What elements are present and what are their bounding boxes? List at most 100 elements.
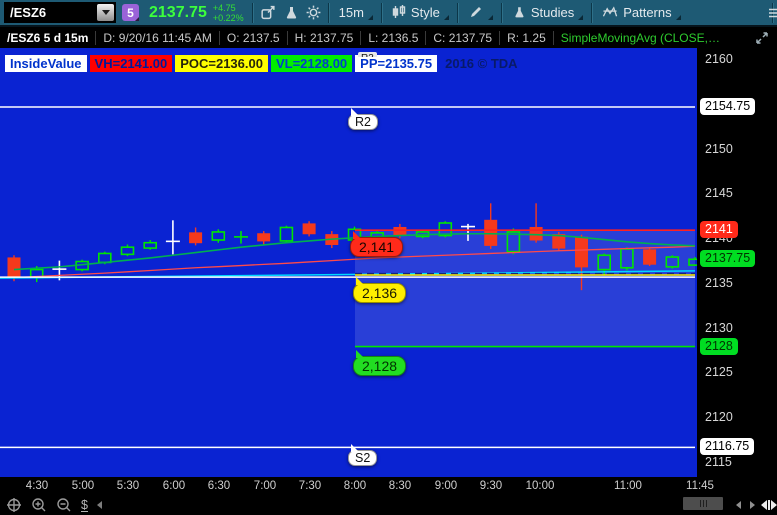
divider (456, 2, 458, 23)
candle-down (529, 226, 543, 241)
candle-down (575, 236, 588, 268)
callout-tail (351, 108, 359, 116)
overlay-badge: POC=2136.00 (175, 55, 268, 72)
candle-up (120, 246, 135, 256)
time-tick: 10:00 (525, 480, 555, 492)
price-callout: 2,141 (350, 231, 404, 257)
style-label: Style (410, 4, 440, 20)
timeframe-label: 15m (338, 4, 364, 20)
partial-level-label: R3 (358, 48, 377, 57)
candle-down (257, 233, 271, 242)
time-tick: 6:00 (162, 480, 186, 492)
last-price: 2137.75 (149, 3, 207, 21)
time-tick: 8:30 (388, 480, 412, 492)
time-tick: 9:00 (434, 480, 458, 492)
time-tick: 5:00 (71, 480, 95, 492)
draw-button[interactable] (464, 2, 495, 23)
grip-icon (703, 500, 704, 507)
ohlc-readout: D: 9/20/16 11:45 AM O: 2137.5 H: 2137.75 L:… (96, 30, 554, 45)
scroll-left-button[interactable] (736, 501, 741, 509)
price-axis[interactable]: 2160 2150 2145 2140 2135 2130 2125 2120 2115 2154… (697, 48, 777, 477)
candle-down (393, 226, 407, 237)
price-tick: 2150 (705, 141, 733, 156)
change-value: +4.75 (212, 2, 236, 13)
studies-button[interactable]: Studies (508, 3, 585, 23)
share-button[interactable] (259, 4, 277, 21)
candlestick-chart-icon (392, 4, 406, 20)
overlay-badge: VH=2141.00 (89, 55, 173, 72)
candle-up (98, 252, 112, 264)
price-axis-badge: 2128 (700, 337, 738, 355)
chevron-down-icon (101, 10, 110, 15)
collapse-panel-button[interactable] (754, 30, 770, 46)
chart-canvas[interactable]: InsideValue VH=2141.00 POC=2136.00 VL=2128.… (0, 48, 697, 477)
price-tick: 2115 (705, 455, 732, 470)
ohlc-field: R: 1.25 (500, 30, 554, 45)
analyze-button[interactable] (283, 5, 299, 21)
time-axis[interactable]: 4:30 5:00 5:30 6:00 6:30 7:00 7:30 8:00 8:30 9:00… (0, 477, 777, 495)
go-to-present-button[interactable] (761, 500, 777, 510)
candle-up (279, 226, 294, 242)
ohlc-field: O: 2137.5 (220, 30, 288, 45)
price-tick: 2130 (705, 320, 733, 335)
scrollbar-thumb[interactable] (683, 497, 723, 510)
candle-up (438, 222, 453, 237)
zoom-out-icon (57, 498, 71, 512)
symbol-dropdown-button[interactable] (97, 4, 114, 21)
candle-up (597, 254, 612, 271)
candle-down (484, 219, 498, 246)
callout-tail (353, 231, 361, 239)
crosshair-button[interactable] (6, 497, 22, 513)
study-label: SimpleMovingAvg (CLOSE,… (560, 30, 720, 45)
dropdown-corner-icon (578, 14, 584, 20)
candle-down (643, 249, 657, 265)
candle-up (665, 256, 680, 268)
price-axis-badge: 2116.75 (700, 438, 755, 456)
pattern-w-icon (602, 5, 618, 20)
crosshair-circle-icon (7, 498, 21, 512)
price-callout: 2,128 (353, 350, 407, 376)
link-group-badge[interactable]: 5 (122, 4, 139, 21)
divider (251, 2, 253, 23)
candle-up (211, 231, 226, 241)
candle-up (506, 231, 521, 253)
zoom-out-button[interactable] (56, 497, 72, 513)
candle-down (552, 234, 566, 249)
time-tick: 8:00 (343, 480, 367, 492)
settings-button[interactable] (305, 4, 322, 21)
price-tick: 2125 (705, 365, 733, 380)
price-format-button[interactable]: $ (81, 497, 88, 512)
callout-tail (356, 350, 364, 358)
overlay-badge: InsideValue (5, 55, 87, 72)
time-tick: 9:30 (479, 480, 503, 492)
symbol-input[interactable]: /ESZ6 (4, 2, 116, 23)
price-tick: 2145 (705, 186, 733, 201)
candle-down (189, 232, 203, 244)
zoom-in-icon (32, 498, 46, 512)
gear-icon (306, 5, 321, 20)
ohlc-field: C: 2137.75 (426, 30, 501, 45)
flask-icon (512, 5, 526, 20)
price-callout: 2,136 (353, 277, 407, 303)
price-axis-badge: 2141 (700, 221, 738, 239)
ohlc-field: D: 9/20/16 11:45 AM (96, 30, 220, 45)
chart-status-bar: /ESZ6 5 d 15m D: 9/20/16 11:45 AM O: 2137… (0, 27, 777, 48)
pencil-icon (468, 4, 484, 20)
timeframe-button[interactable]: 15m (335, 3, 375, 23)
candle-up (143, 241, 157, 249)
price-tick: 2135 (705, 275, 733, 290)
value-area-badges: InsideValue VH=2141.00 POC=2136.00 VL=2128.… (5, 55, 438, 72)
more-menu-icon[interactable] (767, 6, 777, 20)
patterns-button[interactable]: Patterns (598, 3, 682, 23)
candle-up (688, 258, 697, 266)
fast-back-icon (761, 500, 767, 510)
pan-left-icon[interactable] (96, 501, 102, 509)
scroll-right-button[interactable] (750, 501, 755, 509)
fast-forward-icon (771, 500, 777, 510)
style-button[interactable]: Style (388, 2, 451, 23)
time-tick: 7:30 (298, 480, 322, 492)
price-change: +4.75 +0.22% (213, 3, 244, 23)
zoom-in-button[interactable] (31, 497, 47, 513)
time-tick: 7:00 (253, 480, 277, 492)
